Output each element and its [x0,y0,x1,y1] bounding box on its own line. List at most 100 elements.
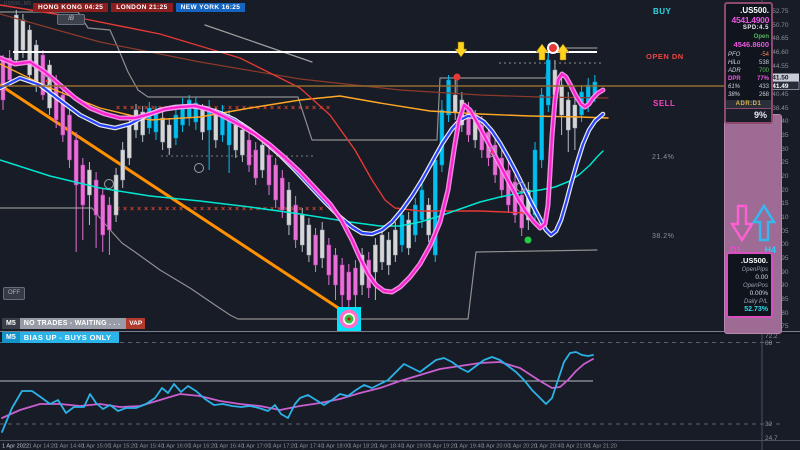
svg-text:×: × [228,105,232,112]
svg-text:×: × [263,105,267,112]
trade-status-bar: M5 NO TRADES - WAITING . . . VAP [2,318,146,329]
svg-text:4548.65: 4548.65 [765,35,789,42]
ghost-signal-icon [487,147,497,157]
price-level-lines [0,51,762,87]
svg-text:×: × [256,206,260,213]
session-newyork: NEW YORK 16:25 [175,3,246,12]
svg-text:×: × [123,105,127,112]
panel-spread: SPD:4.5 [742,25,769,31]
hilo-label: HiLo [728,60,741,66]
svg-text:×: × [277,206,281,213]
svg-text:×: × [221,105,225,112]
svg-text:1 Apr 18:20: 1 Apr 18:20 [348,444,377,450]
fib-21-label: 21.4% [652,154,675,161]
r38-value: 268 [758,92,769,98]
maroon-ma [0,13,609,99]
d1-label: D1 [730,245,742,255]
svg-text:×: × [130,206,134,213]
adr-row: ADR 700 [728,67,769,75]
svg-text:×: × [235,206,239,213]
vap-button[interactable]: VAP [126,318,146,329]
signal-arrow-up-icon [535,43,549,61]
svg-text:1 Apr 15:20: 1 Apr 15:20 [109,444,138,450]
swing-low-dot-icon [524,236,532,244]
svg-text:×: × [193,206,197,213]
svg-text:4550.70: 4550.70 [765,22,789,29]
ghost-signal-icon [42,76,52,86]
gold-ma [0,63,609,121]
session-london: LONDON 21:25 [111,3,173,12]
svg-text:×: × [207,206,211,213]
donchian-upper [0,11,598,141]
timeframe-labels: D1 H4 [730,245,776,255]
h4-up-arrow-icon [751,203,777,242]
ghost-signal-icon [516,182,526,192]
svg-text:1 Apr 15:40: 1 Apr 15:40 [135,444,164,450]
svg-text:×: × [291,105,295,112]
svg-text:×: × [228,206,232,213]
svg-text:×: × [291,206,295,213]
session-clocks: HONG KONG 04:25 LONDON 21:25 NEW YORK 16… [33,3,246,12]
svg-text:1 Apr 19:00: 1 Apr 19:00 [402,444,431,450]
openpos-value: 0.00% [749,290,768,297]
off-button[interactable]: OFF [3,287,25,300]
buy-label: BUY [653,7,672,16]
svg-text:×: × [123,206,127,213]
pfo-value: -54 [760,52,769,58]
dpr-label: DPR [728,76,741,82]
bias-timeframe-badge: M5 [2,332,20,343]
svg-text:×: × [305,105,309,112]
svg-text:1 Apr 14:40: 1 Apr 14:40 [55,444,84,450]
sell-label: SELL [653,99,676,108]
svg-text:32: 32 [765,421,773,428]
trade-status-text: NO TRADES - WAITING . . . [19,318,127,329]
symbol-info-panel: .US500. 4541.4900 SPD:4.5 Open 4546.8600… [724,2,773,124]
time-axis[interactable]: 1 Apr 2022 1 Apr 14:201 Apr 14:401 Apr 15… [2,444,617,450]
svg-text:×: × [151,105,155,112]
svg-text:×: × [326,105,330,112]
adr-label: ADR [728,68,741,74]
svg-text:4544.55: 4544.55 [765,63,789,70]
svg-text:×: × [298,206,302,213]
svg-text:×: × [242,206,246,213]
dpr-value: 77% [756,76,769,82]
r38-label: 38% [728,92,741,98]
svg-text:×: × [137,206,141,213]
svg-text:1 Apr 20:20: 1 Apr 20:20 [508,444,537,450]
status-timeframe-badge: M5 [2,318,20,329]
panel-bid-price: 4541.4900 [731,15,770,25]
r61-label: 61% [728,84,741,90]
svg-text:×: × [158,206,162,213]
svg-text:4552.75: 4552.75 [765,8,789,15]
range-38-row: 38% 268 [728,91,769,99]
dpr-row: DPR 77% [728,75,769,83]
open-value: 4546.8600 [733,40,769,49]
hilo-value: 538 [758,60,769,66]
svg-text:×: × [116,105,120,112]
openpos-label: OpenPos [742,283,768,289]
svg-text:1 Apr 19:20: 1 Apr 19:20 [428,444,457,450]
pl-panel: .US500. OpenPips 0.00 OpenPos 0.00% Dail… [726,252,773,318]
oscillator-subwindow [0,342,782,433]
orange-trendline [0,83,351,317]
panel-symbol: .US500. [740,6,769,15]
svg-text:×: × [312,105,316,112]
open-dn-label: OPEN DN [646,52,684,61]
svg-text:72.2: 72.2 [765,333,778,340]
ib-button[interactable]: IB [57,14,85,25]
range-61-row: 61% 433 [728,83,769,91]
trend-arrows [729,203,777,243]
svg-text:1 Apr 17:20: 1 Apr 17:20 [269,444,298,450]
svg-text:1 Apr 16:00: 1 Apr 16:00 [162,444,191,450]
svg-text:×: × [312,206,316,213]
svg-text:1 Apr 20:40: 1 Apr 20:40 [535,444,564,450]
openpips-value: 0.00 [755,274,768,281]
svg-text:×: × [144,105,148,112]
session-hongkong: HONG KONG 04:25 [33,3,109,12]
svg-text:4540.45: 4540.45 [765,91,789,98]
h4-label: H4 [764,245,776,255]
svg-text:1 Apr 19:40: 1 Apr 19:40 [455,444,484,450]
svg-text:×: × [137,105,141,112]
svg-text:1 Apr 2022: 1 Apr 2022 [2,444,29,450]
